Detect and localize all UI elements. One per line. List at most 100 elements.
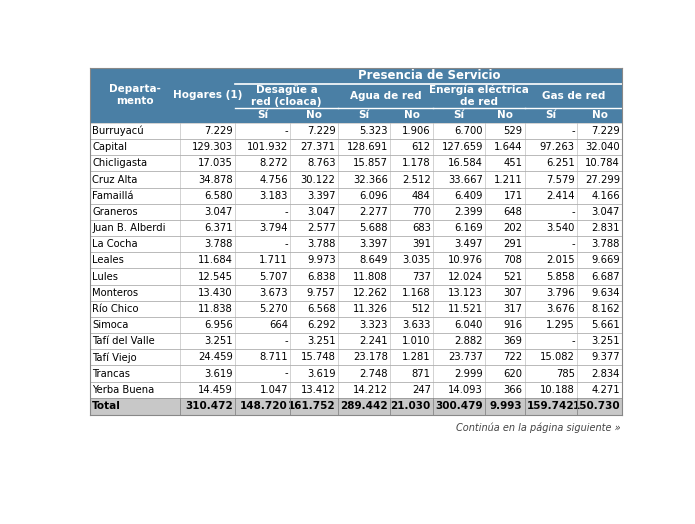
Text: 2.015: 2.015 (546, 255, 575, 265)
Bar (235, 107, 291, 123)
Text: 648: 648 (504, 207, 523, 217)
Text: 24.459: 24.459 (198, 353, 233, 363)
Text: 6.409: 6.409 (455, 191, 483, 201)
Text: 27.299: 27.299 (585, 174, 620, 184)
Text: 6.292: 6.292 (306, 320, 336, 330)
Text: Gas de red: Gas de red (542, 91, 605, 101)
Text: 12.024: 12.024 (448, 271, 483, 281)
Text: 11.684: 11.684 (198, 255, 233, 265)
Text: 7.229: 7.229 (204, 126, 233, 136)
Text: 7.229: 7.229 (306, 126, 336, 136)
Bar (525, 84, 623, 107)
Text: 3.251: 3.251 (591, 336, 620, 346)
Text: -: - (284, 239, 288, 249)
Text: 2.399: 2.399 (455, 207, 483, 217)
Text: Capital: Capital (92, 142, 127, 152)
Bar (90, 381, 623, 398)
Text: -: - (571, 207, 575, 217)
Text: Famaillá: Famaillá (92, 191, 134, 201)
Text: 1.168: 1.168 (402, 288, 431, 298)
Text: 5.858: 5.858 (546, 271, 575, 281)
Bar (90, 171, 623, 188)
Text: 3.047: 3.047 (591, 207, 620, 217)
Text: 23.178: 23.178 (353, 353, 388, 363)
Bar (577, 107, 623, 123)
Text: 34.878: 34.878 (198, 174, 233, 184)
Text: 1.711: 1.711 (259, 255, 288, 265)
Text: 9.634: 9.634 (591, 288, 620, 298)
Text: 11.838: 11.838 (198, 304, 233, 314)
Text: 2.414: 2.414 (546, 191, 575, 201)
Text: 9.669: 9.669 (591, 255, 620, 265)
Text: -: - (284, 368, 288, 378)
Text: Leales: Leales (92, 255, 124, 265)
Text: 1.644: 1.644 (494, 142, 523, 152)
Text: Chicligasta: Chicligasta (92, 158, 147, 168)
Text: Río Chico: Río Chico (92, 304, 139, 314)
Text: 5.323: 5.323 (359, 126, 388, 136)
Text: 3.619: 3.619 (307, 368, 336, 378)
Text: No: No (306, 110, 322, 120)
Text: 6.096: 6.096 (359, 191, 388, 201)
Text: 10.784: 10.784 (585, 158, 620, 168)
Text: Desagüe a
red (cloaca): Desagüe a red (cloaca) (252, 85, 322, 107)
Text: 3.673: 3.673 (259, 288, 288, 298)
Text: -: - (571, 126, 575, 136)
Bar (90, 139, 623, 155)
Text: 14.212: 14.212 (353, 385, 388, 395)
Text: 6.956: 6.956 (204, 320, 233, 330)
Text: 16.584: 16.584 (448, 158, 483, 168)
Text: Agua de red: Agua de red (350, 91, 421, 101)
Text: Energía eléctrica
de red: Energía eléctrica de red (429, 85, 529, 107)
Text: 1.906: 1.906 (402, 126, 431, 136)
Text: Lules: Lules (92, 271, 118, 281)
Text: 5.270: 5.270 (259, 304, 288, 314)
Text: 3.047: 3.047 (204, 207, 233, 217)
Text: Tafí del Valle: Tafí del Valle (92, 336, 155, 346)
Text: 21.030: 21.030 (391, 401, 431, 411)
Text: 6.687: 6.687 (591, 271, 620, 281)
Text: 11.808: 11.808 (353, 271, 388, 281)
Text: 3.540: 3.540 (546, 223, 575, 233)
Text: 13.430: 13.430 (198, 288, 233, 298)
Text: -: - (284, 336, 288, 346)
Text: 8.272: 8.272 (259, 158, 288, 168)
Text: 23.737: 23.737 (448, 353, 483, 363)
Text: 3.183: 3.183 (260, 191, 288, 201)
Text: 129.303: 129.303 (192, 142, 233, 152)
Text: 9.993: 9.993 (490, 401, 523, 411)
Text: 310.472: 310.472 (185, 401, 233, 411)
Text: Juan B. Alberdi: Juan B. Alberdi (92, 223, 166, 233)
Text: 8.162: 8.162 (591, 304, 620, 314)
Text: 6.838: 6.838 (307, 271, 336, 281)
Text: 12.545: 12.545 (198, 271, 233, 281)
Text: 14.093: 14.093 (448, 385, 483, 395)
Text: -: - (571, 239, 575, 249)
Text: -: - (284, 126, 288, 136)
Text: 2.882: 2.882 (455, 336, 483, 346)
Text: 6.169: 6.169 (455, 223, 483, 233)
Text: Trancas: Trancas (92, 368, 130, 378)
Text: Sí: Sí (546, 110, 557, 120)
Text: 202: 202 (504, 223, 523, 233)
Bar (90, 236, 623, 252)
Bar (90, 285, 623, 301)
Bar (338, 107, 390, 123)
Bar (338, 84, 433, 107)
Text: 8.711: 8.711 (259, 353, 288, 363)
Text: Total: Total (92, 401, 121, 411)
Text: 97.263: 97.263 (540, 142, 575, 152)
Text: 9.377: 9.377 (591, 353, 620, 363)
Text: 3.323: 3.323 (359, 320, 388, 330)
Text: 159.742: 159.742 (528, 401, 575, 411)
Text: 5.688: 5.688 (359, 223, 388, 233)
Text: 161.752: 161.752 (288, 401, 336, 411)
Text: Simoca: Simoca (92, 320, 129, 330)
Text: 3.796: 3.796 (546, 288, 575, 298)
Text: 15.748: 15.748 (301, 353, 336, 363)
Bar (90, 188, 623, 204)
Text: 15.082: 15.082 (540, 353, 575, 363)
Text: Departa-
mento: Departa- mento (109, 84, 161, 106)
Text: 620: 620 (504, 368, 523, 378)
Text: 9.757: 9.757 (306, 288, 336, 298)
